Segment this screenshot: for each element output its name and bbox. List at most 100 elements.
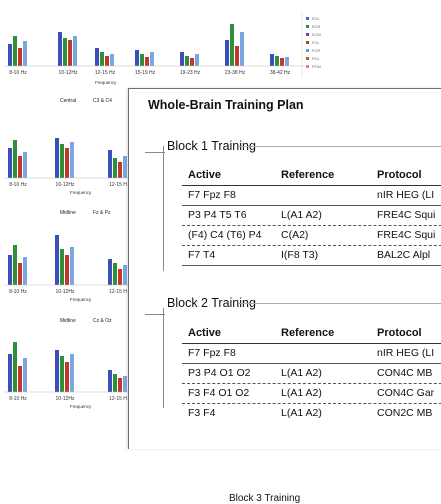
panel-region-label: Midline: [60, 318, 76, 324]
table-row: F7 T4 I(F8 T3) BAL2C Alpl: [182, 246, 441, 266]
freq-tick-label: 38-42 Hz: [270, 70, 291, 76]
active-cell: P3 P4 T5 T6: [188, 209, 247, 221]
chart-bar: [123, 376, 127, 392]
chart-bar: [23, 152, 27, 178]
chart-bar: [195, 54, 199, 66]
reference-cell: L(A1 A2): [281, 209, 322, 221]
protocol-cell: nIR HEG (LI: [377, 347, 435, 359]
freq-tick-label: 8-10 Hz: [9, 70, 27, 76]
freq-tick-label: 10-12Hz: [56, 289, 75, 295]
protocol-cell: CON4C MB: [377, 367, 433, 379]
chart-bar: [60, 144, 64, 178]
freq-tick-label: 12-15 Hz: [95, 70, 116, 76]
legend-swatch: [306, 65, 309, 68]
legend-swatch: [306, 17, 309, 20]
chart-bar: [235, 46, 239, 66]
reference-cell: C(A2): [281, 229, 309, 241]
legend-swatch: [306, 41, 309, 44]
chart-bar: [18, 48, 22, 66]
chart-bar: [108, 150, 112, 178]
protocol-cell: FRE4C Squi: [377, 229, 436, 241]
chart-bar: [95, 48, 99, 66]
eeg-chart-panels-lower: Central C3 & C4 8-10 Hz 10-12Hz 12-15 H Frequ…: [4, 98, 128, 409]
chart-bar: [230, 24, 234, 66]
chart-bar: [73, 36, 77, 66]
legend-label: ECL: [312, 16, 321, 21]
legend-label: FCL: [312, 40, 320, 45]
freq-tick-label: 23-38 Hz: [225, 70, 246, 76]
block-1-bracket: [163, 146, 164, 271]
chart-bar: [13, 36, 17, 66]
legend-label: PCM: [312, 64, 321, 69]
protocol-cell: CON2C MB: [377, 407, 433, 419]
chart-bar: [55, 350, 59, 392]
block-2-title: Block 2 Training: [167, 296, 256, 310]
chart-bar: [23, 257, 27, 285]
active-cell: (F4) C4 (T6) P4: [188, 229, 262, 241]
protocol-cell: CON4C Gar: [377, 387, 435, 399]
legend-label: ECR: [312, 24, 321, 29]
freq-tick-label: 8-10 Hz: [9, 396, 27, 402]
active-cell: F3 F4: [188, 407, 216, 419]
chart-bar: [13, 342, 17, 392]
chart-bar: [145, 57, 149, 66]
chart-bar: [225, 40, 229, 66]
reference-cell: L(A1 A2): [281, 367, 322, 379]
freq-tick-label: 15-19 Hz: [135, 70, 156, 76]
chart-bar: [8, 255, 12, 285]
table-row: P3 P4 T5 T6 L(A1 A2) FRE4C Squi: [182, 206, 441, 226]
chart-bar: [60, 356, 64, 392]
freq-tick-label: 8-10 Hz: [9, 289, 27, 295]
chart-bar: [68, 40, 72, 66]
training-plan-document: Whole-Brain Training Plan Block 1 Traini…: [128, 88, 441, 504]
block-2-bracket: [163, 308, 164, 408]
chart-bar: [13, 245, 17, 285]
axis-title: Frequency: [70, 404, 92, 409]
chart-bar: [118, 162, 122, 178]
col-active-header: Active: [188, 169, 222, 181]
legend-label: FCR: [312, 48, 320, 53]
active-cell: F3 F4 O1 O2: [188, 387, 250, 399]
chart-bar: [13, 140, 17, 178]
reference-cell: L(A1 A2): [281, 407, 322, 419]
freq-tick-label: 12-15 H: [109, 182, 127, 188]
freq-tick-label: 10-12Hz: [56, 396, 75, 402]
chart-bar: [58, 32, 62, 66]
legend-swatch: [306, 57, 309, 60]
table-header-row: Active Reference Protocol: [182, 324, 441, 344]
active-cell: F7 Fpz F8: [188, 347, 236, 359]
protocol-cell: BAL2C Alpl: [377, 249, 431, 261]
chart-bar: [270, 54, 274, 66]
freq-tick-label: 19-23 Hz: [180, 70, 201, 76]
freq-tick-label: 8-10 Hz: [9, 182, 27, 188]
chart-bar: [63, 38, 67, 66]
chart-bar: [70, 354, 74, 392]
freq-tick-label: 12-15 H: [109, 289, 127, 295]
chart-bar: [60, 249, 64, 285]
table-row: F7 Fpz F8 nIR HEG (LI: [182, 186, 441, 206]
panel-channel-label: C3 & C4: [93, 98, 112, 104]
col-protocol-header: Protocol: [377, 327, 422, 339]
chart-bar: [105, 56, 109, 66]
axis-title: Frequency: [70, 190, 92, 195]
document-title: Whole-Brain Training Plan: [148, 98, 304, 112]
panel-channel-label: Fz & Pz: [93, 210, 111, 216]
chart-bar: [23, 358, 27, 392]
chart-bar: [140, 54, 144, 66]
panel-region-label: Midline: [60, 210, 76, 216]
background-eeg-charts: 8-10 Hz 10-12Hz 12-15 Hz 15-19 Hz 19-23 Hz 23…: [4, 12, 321, 409]
panel-channel-label: Cz & Oz: [93, 318, 112, 324]
block-1-title: Block 1 Training: [167, 139, 256, 153]
chart-bar: [18, 366, 22, 392]
table-row: F7 Fpz F8 nIR HEG (LI: [182, 344, 441, 364]
legend-swatch: [306, 33, 309, 36]
block-2-table: Active Reference Protocol F7 Fpz F8 nIR …: [182, 324, 441, 423]
col-reference-header: Reference: [281, 169, 335, 181]
active-cell: F7 Fpz F8: [188, 189, 236, 201]
protocol-cell: nIR HEG (LI: [377, 189, 435, 201]
legend-label: ECM: [312, 32, 321, 37]
chart-bar: [18, 156, 22, 178]
chart-bar: [65, 255, 69, 285]
freq-tick-label: 10-12Hz: [59, 70, 78, 76]
chart-bar: [185, 56, 189, 66]
